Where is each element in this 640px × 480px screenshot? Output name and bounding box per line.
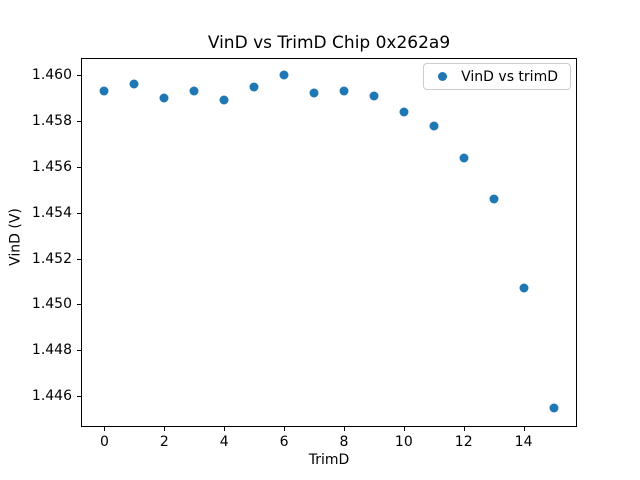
scatter-point <box>399 107 409 117</box>
x-tick-mark <box>343 426 345 431</box>
x-tick-label: 14 <box>514 434 533 450</box>
x-tick-label: 12 <box>454 434 473 450</box>
y-tick-label: 1.458 <box>31 112 72 129</box>
x-tick-label: 2 <box>159 434 169 450</box>
x-tick-label: 4 <box>219 434 229 450</box>
y-tick-mark <box>77 258 82 260</box>
scatter-point <box>309 88 319 98</box>
x-tick-mark <box>164 426 166 431</box>
scatter-point <box>279 70 289 80</box>
y-tick-label: 1.456 <box>31 158 72 175</box>
x-tick-mark <box>463 426 465 431</box>
x-tick-mark <box>224 426 226 431</box>
legend: VinD vs trimD <box>423 63 571 90</box>
scatter-point <box>249 82 259 92</box>
x-tick-label: 6 <box>279 434 289 450</box>
y-axis-label: VinD (V) <box>7 208 24 266</box>
legend-marker-dot-icon <box>438 72 448 81</box>
y-tick-label: 1.460 <box>31 67 72 84</box>
scatter-point <box>459 153 469 163</box>
scatter-point <box>519 283 529 293</box>
x-axis-label: TrimD <box>308 452 350 468</box>
y-tick-label: 1.454 <box>31 204 72 221</box>
y-tick-label: 1.452 <box>31 250 72 267</box>
y-tick-mark <box>77 75 82 77</box>
y-tick-label: 1.446 <box>31 388 72 405</box>
y-tick-mark <box>77 120 82 122</box>
scatter-point <box>129 79 139 89</box>
scatter-point <box>99 86 109 96</box>
y-tick-mark <box>77 396 82 398</box>
scatter-point <box>429 121 439 131</box>
scatter-point <box>159 93 169 103</box>
scatter-point <box>219 95 229 105</box>
y-tick-mark <box>77 212 82 214</box>
scatter-point <box>489 194 499 204</box>
scatter-point <box>549 403 559 413</box>
y-tick-mark <box>77 304 82 306</box>
y-tick-mark <box>77 166 82 168</box>
chart-title: VinD vs TrimD Chip 0x262a9 <box>207 33 451 53</box>
y-tick-label: 1.450 <box>31 296 72 313</box>
x-tick-mark <box>104 426 106 431</box>
x-tick-label: 10 <box>394 434 413 450</box>
scatter-point <box>189 86 199 96</box>
x-tick-label: 0 <box>99 434 109 450</box>
plot-area: VinD vs trimD 0 2 4 6 8 10 12 14 1.446 1.448 1.450… <box>32 58 577 450</box>
x-tick-label: 8 <box>339 434 349 450</box>
x-tick-mark <box>403 426 405 431</box>
y-tick-label: 1.448 <box>31 342 72 359</box>
y-tick-mark <box>77 350 82 352</box>
x-tick-mark <box>523 426 525 431</box>
scatter-point <box>339 86 349 96</box>
legend-label: VinD vs trimD <box>461 68 558 85</box>
scatter-point <box>369 91 379 101</box>
x-tick-mark <box>284 426 286 431</box>
